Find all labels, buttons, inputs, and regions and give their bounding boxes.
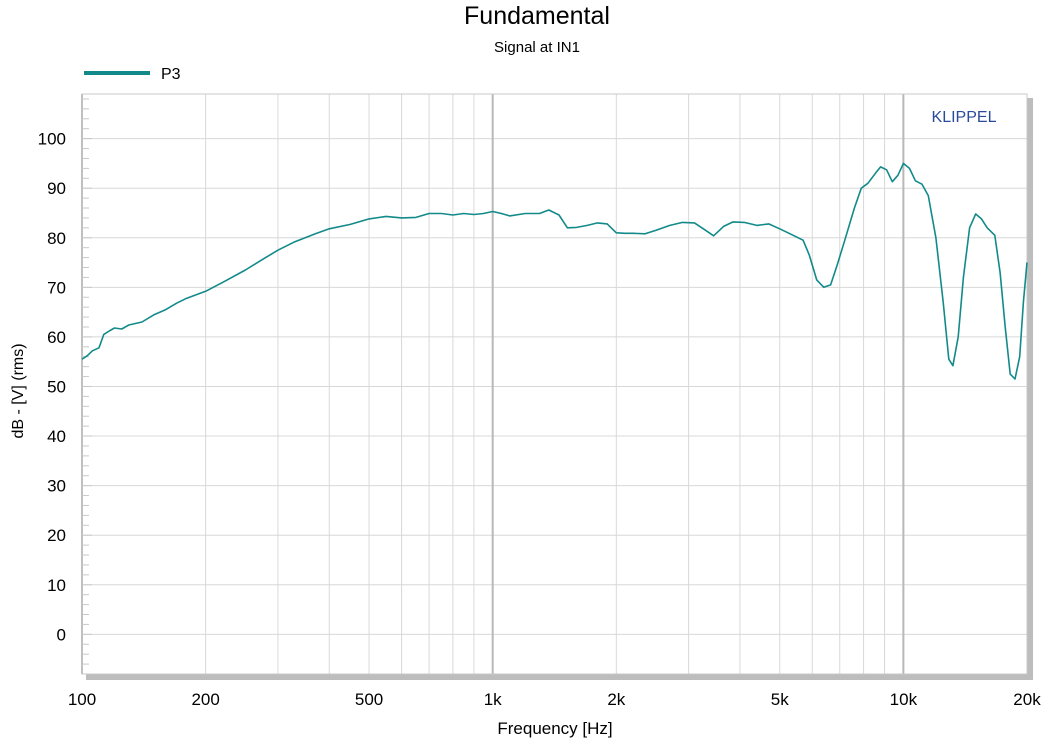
y-tick-label: 80 xyxy=(47,229,66,248)
plot-grid xyxy=(81,93,1028,675)
x-tick-label: 100 xyxy=(68,690,96,709)
x-tick-labels: 100 200 500 1k 2k 5k 10k 20k xyxy=(68,690,1041,709)
plot-frame-shadow xyxy=(82,94,1033,680)
legend: P3 xyxy=(84,66,181,83)
y-tick-label: 100 xyxy=(38,130,66,149)
y-tick-label: 40 xyxy=(47,427,66,446)
x-tick-label: 20k xyxy=(1013,690,1041,709)
x-tick-label: 5k xyxy=(771,690,789,709)
legend-label-p3: P3 xyxy=(161,66,181,83)
x-tick-label: 200 xyxy=(191,690,219,709)
x-tick-label: 2k xyxy=(607,690,625,709)
frame-shadow-bottom xyxy=(86,674,1033,680)
y-tick-label: 70 xyxy=(47,278,66,297)
y-axis-label: dB - [V] (rms) xyxy=(10,343,27,438)
klippel-watermark: KLIPPEL xyxy=(932,109,997,126)
y-tick-label: 20 xyxy=(47,526,66,545)
chart-title: Fundamental xyxy=(464,2,610,30)
x-axis-label: Frequency [Hz] xyxy=(497,719,612,738)
chart-subtitle: Signal at IN1 xyxy=(494,39,580,56)
y-tick-label: 30 xyxy=(47,477,66,496)
y-tick-labels: 0 10 20 30 40 50 60 70 80 90 100 xyxy=(38,130,66,645)
series-line-p3 xyxy=(81,162,1028,380)
plot-background xyxy=(82,94,1027,674)
y-tick-label: 10 xyxy=(47,576,66,595)
series-layer xyxy=(81,162,1028,380)
frame-shadow-right xyxy=(1027,98,1033,680)
x-tick-label: 500 xyxy=(355,690,383,709)
y-tick-label: 50 xyxy=(47,377,66,396)
y-tick-label: 60 xyxy=(47,328,66,347)
x-tick-label: 10k xyxy=(890,690,918,709)
plot-border xyxy=(81,93,1028,675)
y-tick-label: 0 xyxy=(57,625,66,644)
x-tick-label: 1k xyxy=(484,690,502,709)
y-tick-label: 90 xyxy=(47,179,66,198)
y-minor-ticks xyxy=(82,98,92,675)
